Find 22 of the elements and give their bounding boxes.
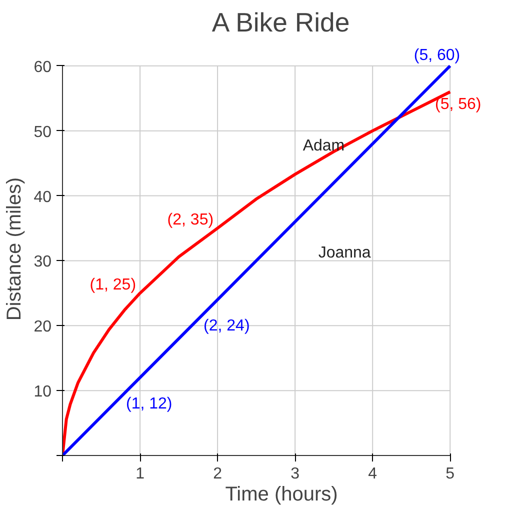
chart-title: A Bike Ride: [212, 8, 350, 38]
annotation: (5, 56): [434, 96, 482, 113]
annotation: (1, 12): [126, 396, 172, 413]
y-tick-label: 60: [34, 58, 52, 76]
series-label: Adam: [302, 137, 345, 154]
x-tick-label: 3: [290, 466, 300, 482]
x-tick-label: 1: [136, 466, 145, 482]
x-axis-title: Time (hours): [225, 484, 338, 506]
annotation: (1, 25): [90, 276, 136, 294]
annotation: (2, 35): [167, 212, 214, 229]
y-tick-label: 30: [34, 254, 52, 271]
y-tick-label: 40: [34, 188, 52, 206]
annotation: (2, 24): [204, 318, 250, 335]
y-tick-label: 20: [34, 318, 52, 336]
y-axis-title: Distance (miles): [4, 177, 26, 321]
y-tick-label: 10: [34, 384, 52, 401]
annotation: (5, 60): [414, 46, 460, 64]
text: Joanna: [318, 244, 371, 262]
x-tick-label: 2: [213, 466, 222, 482]
x-tick-label: 5: [446, 466, 455, 482]
y-tick-label: 50: [34, 124, 52, 141]
x-tick-label: 4: [368, 466, 378, 482]
